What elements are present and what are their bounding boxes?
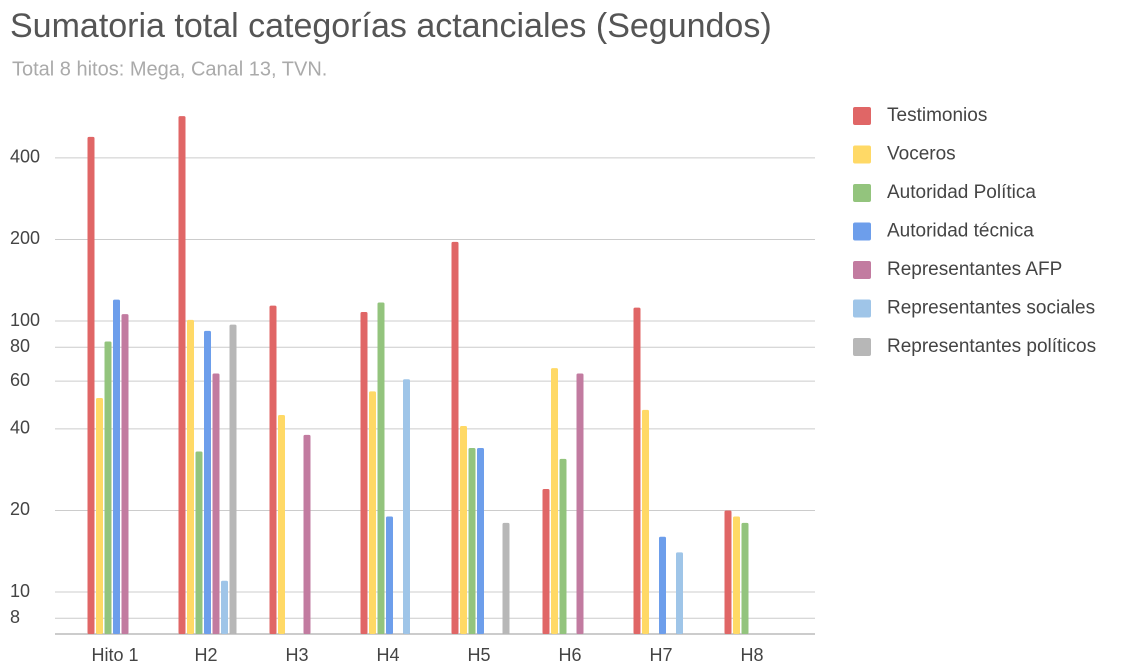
- bar: [403, 379, 410, 634]
- bar: [633, 307, 641, 634]
- bar: [468, 447, 476, 634]
- bar: [659, 536, 666, 634]
- legend-label: Autoridad Política: [887, 182, 1036, 203]
- bar: [551, 368, 558, 634]
- bar: [178, 116, 186, 634]
- legend-swatch: [853, 299, 871, 318]
- bar: [502, 522, 510, 634]
- bar: [104, 341, 112, 634]
- x-tick-label: Hito 1: [91, 645, 138, 665]
- legend-swatch: [853, 222, 871, 241]
- bar: [113, 299, 120, 634]
- legend-label: Representantes AFP: [887, 259, 1062, 280]
- legend-label: Voceros: [887, 144, 956, 165]
- y-tick-label: 40: [10, 418, 30, 438]
- bar: [229, 324, 237, 634]
- legend-label: Representantes políticos: [887, 336, 1096, 357]
- bar: [87, 136, 95, 634]
- legend-swatch: [853, 261, 871, 279]
- y-tick-label: 80: [10, 336, 30, 356]
- bar: [642, 409, 649, 634]
- bar: [278, 415, 285, 634]
- bar: [303, 434, 311, 634]
- legend-swatch: [853, 107, 871, 125]
- legend-swatch: [853, 145, 871, 164]
- chart-title: Sumatoria total categorías actanciales (…: [10, 7, 772, 45]
- y-tick-label: 100: [10, 310, 40, 330]
- x-tick-label: H4: [376, 645, 399, 665]
- x-tick-label: H3: [285, 645, 308, 665]
- x-tick-label: H2: [194, 645, 217, 665]
- bar: [212, 373, 220, 634]
- y-tick-label: 60: [10, 370, 30, 390]
- bar: [733, 516, 740, 634]
- x-tick-label: H6: [558, 645, 581, 665]
- x-tick-label: H8: [740, 645, 763, 665]
- bar: [221, 580, 228, 634]
- bar: [121, 314, 129, 634]
- bar: [460, 425, 467, 634]
- bar: [676, 552, 683, 634]
- legend-label: Representantes sociales: [887, 298, 1095, 319]
- chart-subtitle: Total 8 hitos: Mega, Canal 13, TVN.: [12, 58, 327, 80]
- y-tick-label: 200: [10, 228, 40, 248]
- bar: [741, 522, 749, 634]
- y-tick-label: 8: [10, 607, 20, 627]
- y-tick-label: 400: [10, 147, 40, 167]
- bar: [559, 458, 567, 634]
- bar: [542, 488, 550, 634]
- x-tick-label: H5: [467, 645, 490, 665]
- x-tick-label: H7: [649, 645, 672, 665]
- bar: [724, 510, 732, 634]
- legend-swatch: [853, 338, 871, 356]
- bar: [477, 447, 484, 634]
- bar: [96, 397, 103, 634]
- y-tick-label: 20: [10, 499, 30, 519]
- bar: [204, 330, 211, 634]
- bar: [187, 319, 194, 634]
- legend-label: Testimonios: [887, 105, 987, 126]
- legend-swatch: [853, 184, 871, 202]
- bar: [576, 373, 584, 634]
- bar: [386, 516, 393, 634]
- y-tick-label: 10: [10, 581, 30, 601]
- bar: [360, 311, 368, 634]
- bar: [377, 302, 385, 634]
- bar: [269, 305, 277, 634]
- bar: [451, 241, 459, 634]
- bar: [369, 391, 376, 634]
- bar: [195, 451, 203, 634]
- legend-label: Autoridad técnica: [887, 221, 1034, 242]
